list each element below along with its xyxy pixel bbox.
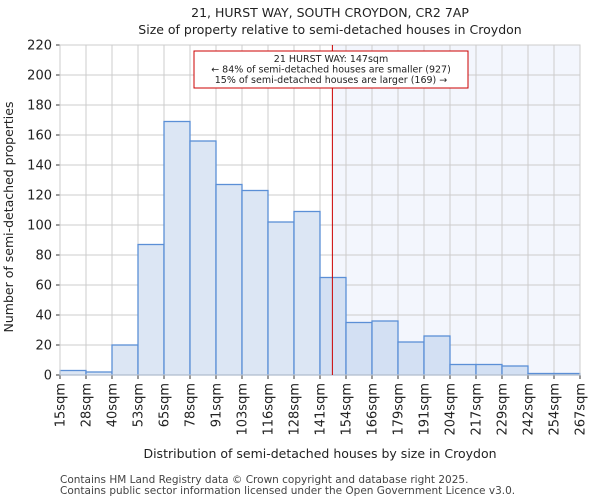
histogram-bar <box>319 276 347 376</box>
x-tick-label: 242sqm <box>522 383 537 436</box>
histogram-chart: 21, HURST WAY, SOUTH CROYDON, CR2 7AP Si… <box>1 5 589 461</box>
x-tick-label: 229sqm <box>496 383 511 436</box>
highlight-region <box>332 45 580 375</box>
annotation-box <box>193 50 469 89</box>
y-tick-label: 0 <box>44 369 52 384</box>
y-tick-label: 60 <box>35 279 52 294</box>
histogram-bar <box>111 344 139 376</box>
x-tick-label: 40sqm <box>106 383 121 427</box>
histogram-bar <box>267 221 295 376</box>
histogram-bar <box>423 335 451 376</box>
x-tick-label: 254sqm <box>548 383 563 436</box>
plot-frame <box>59 44 581 376</box>
annotation-line: ← 84% of semi-detached houses are smalle… <box>211 65 451 76</box>
y-tick-label: 140 <box>27 159 52 174</box>
x-tick-label: 166sqm <box>366 383 381 436</box>
histogram-bar <box>449 363 477 376</box>
annotation-line: 15% of semi-detached houses are larger (… <box>215 75 448 86</box>
chart-subtitle: Size of property relative to semi-detach… <box>138 22 521 37</box>
x-tick-label: 267sqm <box>574 383 589 436</box>
x-tick-label: 78sqm <box>184 383 199 427</box>
histogram-bar <box>371 320 399 376</box>
histogram-bar <box>501 365 529 376</box>
histogram-bar <box>59 369 87 376</box>
histogram-bar <box>241 189 269 376</box>
histogram-bar <box>345 321 373 376</box>
histogram-bar <box>189 140 217 376</box>
x-tick-label: 128sqm <box>288 383 303 436</box>
histogram-bar <box>293 210 321 376</box>
y-tick-label: 80 <box>35 249 52 264</box>
x-tick-label: 65sqm <box>158 383 173 427</box>
y-tick-label: 220 <box>27 39 52 54</box>
y-axis-label: Number of semi-detached properties <box>1 102 16 333</box>
footer-line-2: Contains public sector information licen… <box>60 485 516 497</box>
x-tick-label: 141sqm <box>314 383 329 436</box>
y-tick-label: 120 <box>27 189 52 204</box>
y-tick-label: 40 <box>35 309 52 324</box>
y-tick-label: 200 <box>27 69 52 84</box>
x-axis-label: Distribution of semi-detached houses by … <box>143 446 496 461</box>
x-tick-label: 53sqm <box>132 383 147 427</box>
y-tick-label: 20 <box>35 339 52 354</box>
histogram-bar <box>163 120 191 376</box>
x-tick-label: 204sqm <box>444 383 459 436</box>
y-tick-label: 100 <box>27 219 52 234</box>
histogram-bar <box>215 183 243 376</box>
x-tick-label: 179sqm <box>392 383 407 436</box>
x-tick-label: 28sqm <box>80 383 95 427</box>
x-tick-label: 217sqm <box>470 383 485 436</box>
x-tick-label: 191sqm <box>418 383 433 436</box>
y-tick-label: 180 <box>27 99 52 114</box>
footer-line-1: Contains HM Land Registry data © Crown c… <box>60 474 469 486</box>
histogram-bar <box>137 243 165 376</box>
y-tick-label: 160 <box>27 129 52 144</box>
x-tick-label: 91sqm <box>210 383 225 427</box>
histogram-bar <box>475 363 503 376</box>
chart-title: 21, HURST WAY, SOUTH CROYDON, CR2 7AP <box>191 5 469 20</box>
x-tick-label: 15sqm <box>54 383 69 427</box>
x-tick-label: 116sqm <box>262 383 277 436</box>
x-tick-label: 154sqm <box>340 383 355 436</box>
x-tick-label: 103sqm <box>236 383 251 436</box>
histogram-bar <box>397 341 425 376</box>
annotation-line: 21 HURST WAY: 147sqm <box>274 54 388 65</box>
